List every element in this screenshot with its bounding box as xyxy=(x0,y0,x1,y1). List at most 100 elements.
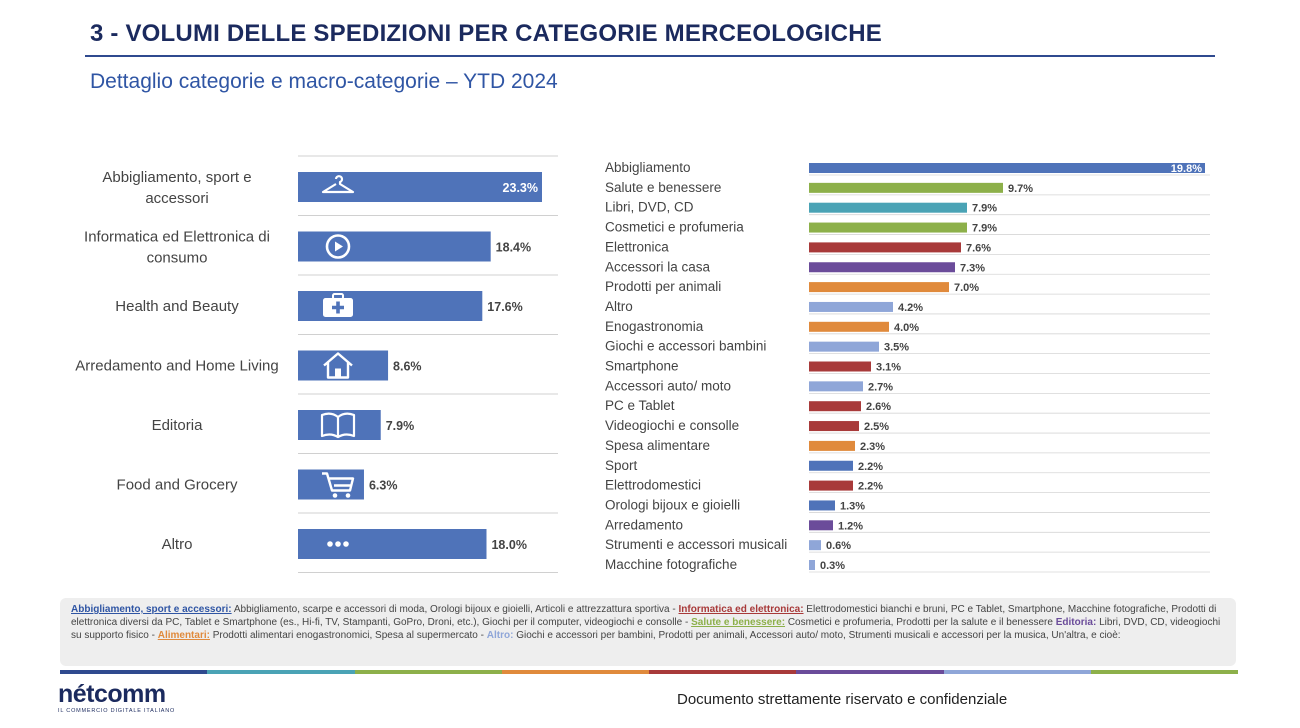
color-bar-segment xyxy=(796,670,944,674)
value-label: 2.6% xyxy=(866,401,891,413)
bar xyxy=(809,421,859,432)
category-label: Enogastronomia xyxy=(605,319,704,334)
value-label: 3.5% xyxy=(884,342,909,354)
value-label: 0.3% xyxy=(820,560,845,572)
category-label: Prodotti per animali xyxy=(605,279,721,294)
bar xyxy=(809,560,815,570)
bar xyxy=(809,361,871,372)
value-label: 6.3% xyxy=(369,479,398,493)
note-text: Prodotti alimentari enogastronomici, Spe… xyxy=(209,630,487,641)
bar xyxy=(809,163,1205,173)
bar xyxy=(809,222,967,233)
bar xyxy=(809,341,879,352)
category-label: Altro xyxy=(605,299,633,314)
bar xyxy=(809,480,853,491)
play-circle-icon xyxy=(325,234,351,259)
bar xyxy=(809,282,949,293)
netcomm-logo: nétcomm IL COMMERCIO DIGITALE ITALIANO xyxy=(58,680,208,720)
ellipsis-icon xyxy=(327,541,349,547)
value-label: 18.0% xyxy=(491,538,526,552)
category-label: Abbigliamento xyxy=(605,160,691,175)
value-label: 7.9% xyxy=(972,203,997,215)
category-label: Arredamento xyxy=(605,517,683,532)
house-icon xyxy=(323,352,353,379)
open-book-icon xyxy=(320,412,356,439)
value-label: 1.2% xyxy=(838,520,863,532)
bar xyxy=(809,401,861,412)
color-bar-segment xyxy=(649,670,797,674)
category-detail-bar-chart: Abbigliamento 19.8% Salute e benessere 9.7%… xyxy=(605,160,1210,573)
value-label: 7.9% xyxy=(972,223,997,235)
page-subtitle: Dettaglio categorie e macro-categorie – … xyxy=(90,70,558,93)
color-bar-segment xyxy=(943,670,1091,674)
value-label: 8.6% xyxy=(393,360,422,374)
category-legend-note: Abbigliamento, sport e accessori: Abbigl… xyxy=(60,598,1236,666)
value-label: 1.3% xyxy=(840,500,865,512)
note-key-alimentari: Alimentari: xyxy=(157,630,210,641)
color-bar-segment xyxy=(354,670,502,674)
bar xyxy=(809,540,821,551)
bar xyxy=(809,242,961,253)
category-label: Orologi bijoux e gioielli xyxy=(605,497,740,512)
value-label: 19.8% xyxy=(1171,163,1202,175)
category-label: Abbigliamento, sport e accessori xyxy=(102,169,251,207)
bar xyxy=(298,231,491,262)
value-label: 7.0% xyxy=(954,282,979,294)
category-label: Editoria xyxy=(152,417,204,434)
value-label: 23.3% xyxy=(503,181,538,195)
value-label: 7.3% xyxy=(960,262,985,274)
value-label: 2.2% xyxy=(858,481,883,493)
footer-color-bar xyxy=(60,670,1238,674)
bar xyxy=(809,202,967,213)
bar xyxy=(298,529,487,559)
color-bar-segment xyxy=(207,670,355,674)
note-text: Giochi e accessori per bambini, Prodotti… xyxy=(513,630,1121,641)
category-label: Accessori auto/ moto xyxy=(605,378,731,393)
category-label: Videogiochi e consolle xyxy=(605,418,739,433)
value-label: 17.6% xyxy=(487,300,522,314)
category-label-line: consumo xyxy=(147,250,208,267)
category-label-line: Informatica ed Elettronica di xyxy=(84,229,270,246)
bar xyxy=(809,460,853,471)
bar xyxy=(809,440,855,451)
value-label: 3.1% xyxy=(876,362,901,374)
category-label-line: accessori xyxy=(145,190,208,207)
category-label-line: Health and Beauty xyxy=(115,298,239,315)
color-bar-segment xyxy=(1090,670,1238,674)
category-label: Macchine fotografiche xyxy=(605,557,737,572)
value-label: 2.5% xyxy=(864,421,889,433)
note-key-altro: Altro: xyxy=(486,630,514,641)
page-title: 3 - VOLUMI DELLE SPEDIZIONI PER CATEGORI… xyxy=(90,20,882,47)
category-label: Altro xyxy=(162,536,193,553)
value-label: 18.4% xyxy=(496,241,531,255)
left-chart-plot: Abbigliamento, sport e accessori 23.3% Info… xyxy=(75,155,558,573)
category-label: Spesa alimentare xyxy=(605,438,710,453)
note-text: Abbigliamento, scarpe e accessori di mod… xyxy=(231,604,679,615)
note-key-editoria: Editoria: xyxy=(1055,617,1097,628)
value-label: 4.2% xyxy=(898,302,923,314)
title-divider xyxy=(85,55,1215,57)
bar xyxy=(809,520,833,531)
value-label: 4.0% xyxy=(894,322,919,334)
category-label-line: Abbigliamento, sport e xyxy=(102,169,251,186)
category-label-line: Altro xyxy=(162,536,193,553)
category-label-line: Editoria xyxy=(152,417,204,434)
color-bar-segment xyxy=(501,670,649,674)
category-label: Salute e benessere xyxy=(605,180,721,195)
category-label: PC e Tablet xyxy=(605,398,675,413)
first-aid-kit-icon xyxy=(323,293,353,317)
value-label: 0.6% xyxy=(826,540,851,552)
logo-tagline: IL COMMERCIO DIGITALE ITALIANO xyxy=(58,708,176,714)
note-key-abbigliamento: Abbigliamento, sport e accessori: xyxy=(71,604,232,615)
bar xyxy=(809,381,863,392)
hanger-icon xyxy=(321,175,355,194)
value-label: 2.2% xyxy=(858,461,883,473)
value-label: 2.3% xyxy=(860,441,885,453)
category-label-line: Arredamento and Home Living xyxy=(75,358,278,375)
bar xyxy=(809,500,835,511)
value-label: 7.9% xyxy=(386,419,415,433)
category-label: Libri, DVD, CD xyxy=(605,200,694,215)
category-label: Strumenti e accessori musicali xyxy=(605,537,787,552)
category-label: Arredamento and Home Living xyxy=(75,358,278,375)
category-label: Elettrodomestici xyxy=(605,478,701,493)
